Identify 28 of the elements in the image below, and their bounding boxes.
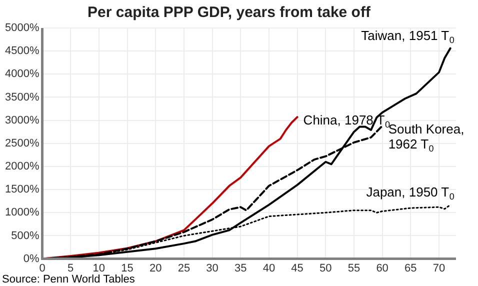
x-tick-label: 35 [234, 262, 247, 274]
y-tick-label: 1500% [4, 184, 40, 196]
y-tick-label: 3000% [4, 114, 40, 126]
x-tick-label: 60 [376, 262, 388, 274]
y-tick-label: 1000% [4, 206, 40, 219]
source-note: Source: Penn World Tables [2, 274, 136, 286]
y-tick-label: 4500% [4, 45, 40, 58]
x-tick-label: 25 [178, 262, 190, 274]
y-tick-label: 500% [11, 230, 40, 242]
y-tick-label: 3500% [4, 91, 40, 104]
y-tick-label: 4000% [4, 68, 40, 80]
x-tick-label: 40 [262, 262, 276, 274]
y-tick-label: 5000% [4, 22, 40, 34]
y-tick-label: 0% [23, 252, 40, 265]
x-tick-label: 10 [92, 262, 106, 274]
x-tick-label: 15 [121, 262, 134, 274]
x-tick-label: 45 [291, 262, 304, 274]
x-tick-label: 20 [149, 262, 162, 274]
x-tick-label: 50 [320, 262, 332, 274]
y-tick-label: 2500% [4, 137, 40, 150]
x-tick-label: 65 [404, 262, 417, 274]
chart-title: Per capita PPP GDP, years from take off [88, 4, 372, 22]
x-tick-label: 5 [68, 262, 74, 274]
x-tick-label: 30 [206, 262, 218, 274]
x-tick-label: 55 [348, 262, 360, 274]
x-tick-label: 0 [39, 262, 46, 274]
y-tick-label: 2000% [4, 160, 40, 173]
x-tick-label: 70 [432, 262, 446, 274]
